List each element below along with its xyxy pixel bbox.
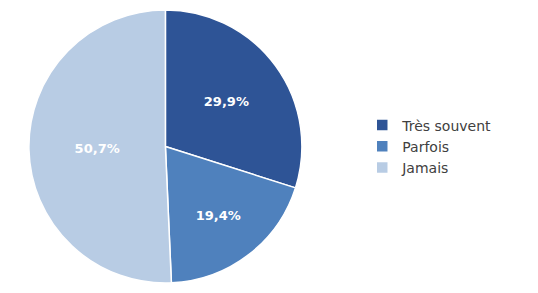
svg-text:29,9%: 29,9% xyxy=(204,94,249,109)
svg-text:Parfois: Parfois xyxy=(402,139,449,155)
svg-text:Jamais: Jamais xyxy=(401,160,448,176)
svg-text:19,4%: 19,4% xyxy=(196,208,241,223)
svg-text:Très souvent: Très souvent xyxy=(401,118,491,134)
svg-text:50,7%: 50,7% xyxy=(75,141,120,156)
